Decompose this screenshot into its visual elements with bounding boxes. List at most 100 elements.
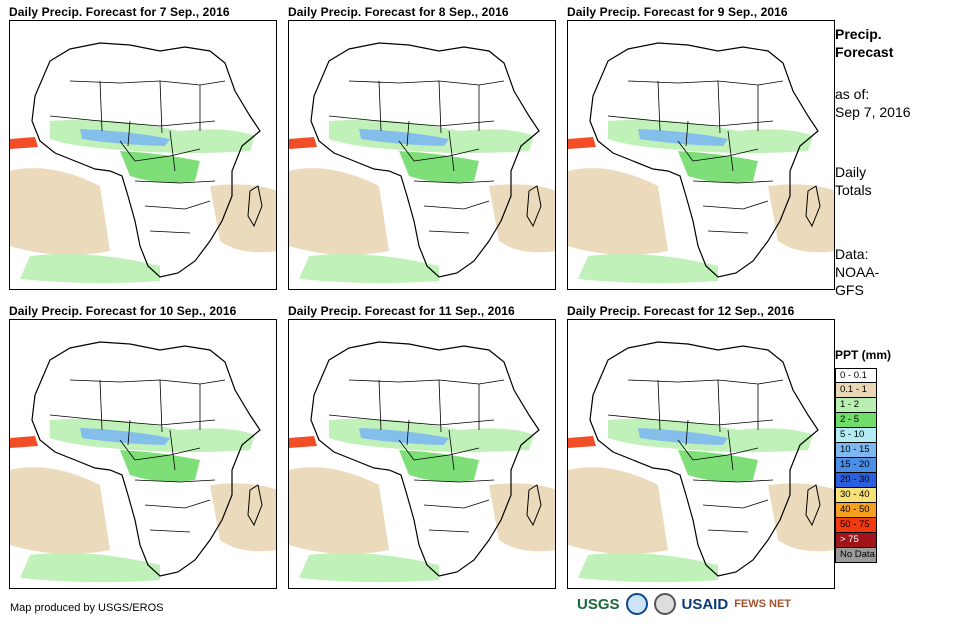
legend-item: 2 - 5 (835, 413, 891, 428)
precip-area (299, 552, 439, 583)
country-border (413, 479, 495, 483)
country-border (378, 379, 480, 433)
country-border (144, 499, 211, 509)
precip-area (20, 253, 160, 284)
africa-map (567, 319, 835, 589)
coastline (589, 341, 819, 577)
madagascar-outline (247, 484, 263, 527)
country-border (127, 419, 176, 471)
legend-item: 20 - 30 (835, 473, 891, 488)
usaid-logo: USAID (681, 595, 729, 613)
madagascar-outline (526, 185, 542, 228)
country-border (685, 419, 734, 471)
legend-swatch: 30 - 40 (835, 488, 877, 503)
panel-title: Daily Precip. Forecast for 9 Sep., 2016 (567, 5, 788, 19)
country-border (406, 419, 455, 471)
precip-area (568, 467, 668, 554)
data-source: Data: NOAA- GFS (835, 246, 880, 298)
country-border (707, 529, 749, 533)
precip-area (578, 552, 718, 583)
map-panel-5: Daily Precip. Forecast for 11 Sep., 2016 (288, 303, 558, 589)
country-border (149, 230, 191, 234)
precip-area (399, 450, 479, 482)
legend-swatch: 1 - 2 (835, 398, 877, 413)
precip-area (489, 184, 555, 253)
country-border (627, 80, 784, 86)
panel-title: Daily Precip. Forecast for 11 Sep., 2016 (288, 304, 515, 318)
country-border (702, 200, 769, 210)
country-border (428, 529, 470, 533)
coastline (31, 341, 261, 577)
country-border (69, 80, 226, 86)
madagascar-outline (805, 185, 821, 228)
panel-title: Daily Precip. Forecast for 7 Sep., 2016 (9, 5, 230, 19)
legend-item: 50 - 75 (835, 518, 891, 533)
precip-area (289, 467, 389, 554)
country-border (627, 379, 784, 385)
map-panel-4: Daily Precip. Forecast for 10 Sep., 2016 (9, 303, 279, 589)
precip-area (10, 168, 110, 255)
precip-area (678, 151, 758, 183)
africa-map (288, 319, 556, 589)
africa-map (288, 20, 556, 290)
country-border (99, 379, 201, 433)
legend-item: 30 - 40 (835, 488, 891, 503)
legend-swatch: 2 - 5 (835, 413, 877, 428)
country-border (134, 479, 216, 483)
legend-item: 5 - 10 (835, 428, 891, 443)
country-border (428, 230, 470, 234)
africa-map (9, 319, 277, 589)
country-border (119, 140, 201, 162)
precip-area (489, 483, 555, 552)
precip-area (120, 450, 200, 482)
country-border (692, 479, 774, 483)
precip-area (289, 436, 317, 448)
panel-title: Daily Precip. Forecast for 8 Sep., 2016 (288, 5, 509, 19)
legend-item: No Data (835, 548, 891, 563)
precip-area (10, 137, 38, 149)
legend-swatch: 50 - 75 (835, 518, 877, 533)
country-border (692, 180, 774, 184)
legend-swatch: 0 - 0.1 (835, 368, 877, 383)
usgs-logo: USGS (577, 595, 620, 613)
legend-swatch: 40 - 50 (835, 503, 877, 518)
precip-area (80, 129, 170, 146)
map-panel-1: Daily Precip. Forecast for 7 Sep., 2016 (9, 4, 279, 290)
country-border (702, 499, 769, 509)
precip-area (578, 253, 718, 284)
country-border (149, 529, 191, 533)
precip-area (10, 467, 110, 554)
precip-area (568, 137, 596, 149)
country-border (119, 439, 201, 461)
precip-area (768, 483, 834, 552)
coastline (589, 42, 819, 278)
precip-area (638, 428, 728, 445)
precip-area (359, 129, 449, 146)
country-border (657, 80, 759, 134)
precip-area (359, 428, 449, 445)
country-border (69, 379, 226, 385)
madagascar-outline (526, 484, 542, 527)
precip-area (568, 168, 668, 255)
country-border (707, 230, 749, 234)
legend-swatch: > 75 (835, 533, 877, 548)
seal-logo-icon (653, 593, 676, 615)
legend-swatch: 5 - 10 (835, 428, 877, 443)
legend-swatch: 15 - 20 (835, 458, 877, 473)
country-border (144, 200, 211, 210)
coastline (310, 42, 540, 278)
legend-title: PPT (mm) (835, 348, 892, 362)
precip-area (399, 151, 479, 183)
precip-area (210, 184, 276, 253)
map-credit: Map produced by USGS/EROS (10, 602, 164, 614)
country-border (378, 80, 480, 134)
country-border (348, 80, 505, 86)
map-panel-2: Daily Precip. Forecast for 8 Sep., 2016 (288, 4, 558, 290)
precip-area (210, 483, 276, 552)
precip-area (678, 450, 758, 482)
country-border (127, 120, 176, 172)
fews-net-logo: FEWS NET (734, 598, 792, 610)
logo-strip: USGS USAID FEWS NET (577, 593, 791, 615)
